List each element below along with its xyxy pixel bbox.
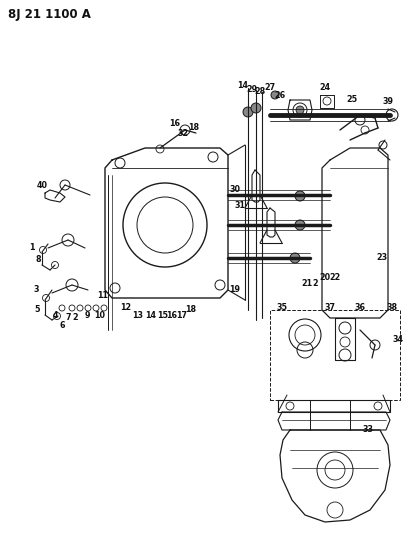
Text: 18: 18 xyxy=(185,305,196,314)
Text: 2: 2 xyxy=(72,312,78,321)
Text: 38: 38 xyxy=(386,303,397,311)
Text: 22: 22 xyxy=(328,273,340,282)
Text: 21: 21 xyxy=(301,279,312,287)
Circle shape xyxy=(294,191,304,201)
Text: 20: 20 xyxy=(319,273,330,282)
Text: 14: 14 xyxy=(237,80,248,90)
Circle shape xyxy=(295,106,303,114)
Text: 16: 16 xyxy=(166,311,177,320)
Text: 6: 6 xyxy=(59,321,65,330)
Circle shape xyxy=(270,91,278,99)
Text: 8: 8 xyxy=(35,255,41,264)
Circle shape xyxy=(243,107,252,117)
Text: 7: 7 xyxy=(65,312,71,321)
Circle shape xyxy=(294,220,304,230)
Text: 18: 18 xyxy=(188,123,199,132)
Text: 11: 11 xyxy=(97,290,108,300)
Text: 24: 24 xyxy=(319,84,330,93)
Text: 12: 12 xyxy=(120,303,131,311)
Text: 17: 17 xyxy=(176,311,187,319)
Text: 2: 2 xyxy=(311,279,317,287)
Text: 16: 16 xyxy=(169,118,180,127)
Text: 31: 31 xyxy=(234,200,245,209)
Text: 39: 39 xyxy=(382,98,393,107)
Text: 33: 33 xyxy=(362,425,373,434)
Text: 34: 34 xyxy=(391,335,402,344)
Text: 15: 15 xyxy=(157,311,168,319)
Text: 28: 28 xyxy=(254,87,265,96)
Text: 29: 29 xyxy=(246,85,257,94)
Text: 37: 37 xyxy=(324,303,335,311)
Text: 30: 30 xyxy=(229,185,240,195)
Text: 32: 32 xyxy=(177,128,188,138)
Text: 1: 1 xyxy=(29,244,35,253)
Text: 4: 4 xyxy=(52,311,58,320)
Text: 27: 27 xyxy=(264,84,275,93)
Text: 5: 5 xyxy=(34,305,40,314)
Circle shape xyxy=(289,253,299,263)
Text: 40: 40 xyxy=(36,181,47,190)
Text: 10: 10 xyxy=(94,311,105,320)
Text: 8J 21 1100 A: 8J 21 1100 A xyxy=(8,8,91,21)
Text: 9: 9 xyxy=(84,311,90,320)
Circle shape xyxy=(250,103,261,113)
Text: 23: 23 xyxy=(375,254,387,262)
Text: 25: 25 xyxy=(346,95,357,104)
Text: 13: 13 xyxy=(132,311,143,319)
Text: 26: 26 xyxy=(274,92,285,101)
Text: 35: 35 xyxy=(276,303,287,311)
Bar xyxy=(270,310,399,400)
Text: 19: 19 xyxy=(229,286,240,295)
Text: 3: 3 xyxy=(33,286,39,295)
Text: 14: 14 xyxy=(145,311,156,320)
Text: 36: 36 xyxy=(354,303,364,311)
